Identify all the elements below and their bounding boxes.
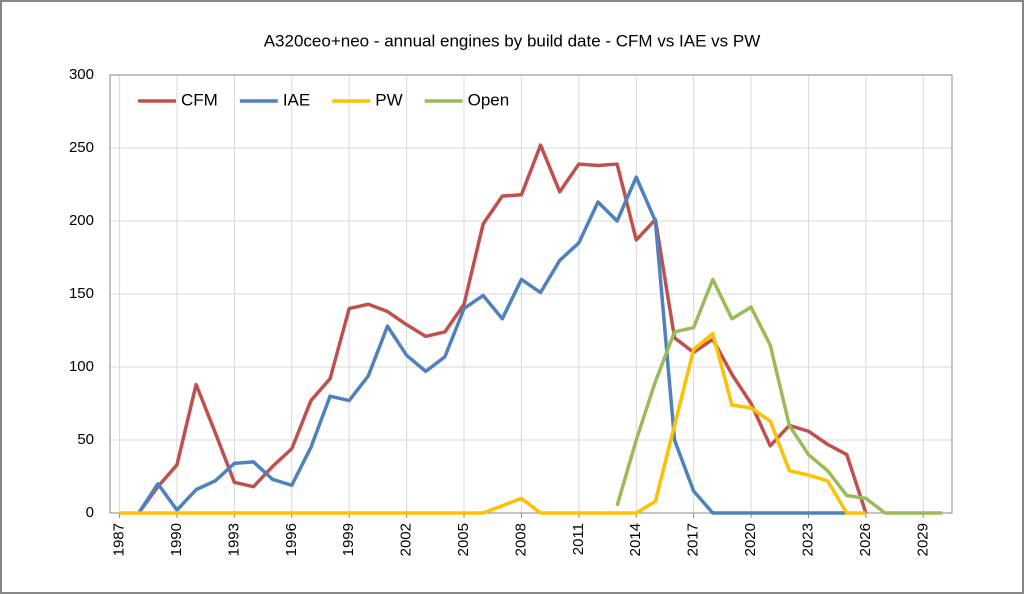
x-tick-label: 2014: [627, 523, 644, 556]
x-tick-label: 1993: [225, 523, 242, 556]
x-tick-label: 2011: [570, 523, 587, 555]
legend-label: PW: [375, 90, 402, 109]
chart-title: A320ceo+neo - annual engines by build da…: [264, 31, 761, 50]
y-tick-label: 300: [69, 66, 94, 83]
x-tick-label: 1999: [340, 523, 357, 556]
legend-label: Open: [468, 90, 510, 109]
x-tick-label: 1987: [111, 523, 128, 556]
legend-label: IAE: [283, 90, 310, 109]
legend-label: CFM: [181, 90, 218, 109]
series-line: [137, 143, 868, 515]
y-tick-label: 250: [69, 139, 94, 156]
series-line: [137, 175, 847, 515]
x-tick-label: 1996: [283, 523, 300, 556]
y-tick-label: 50: [77, 431, 94, 448]
x-tick-label: 2029: [914, 523, 931, 556]
x-tick-label: 2020: [742, 523, 759, 556]
x-tick-label: 2008: [512, 523, 529, 556]
series-line: [119, 331, 866, 515]
x-tick-label: 2002: [398, 523, 415, 556]
y-tick-label: 100: [69, 358, 94, 375]
y-tick-label: 0: [86, 504, 94, 521]
series-line: [615, 277, 943, 515]
x-tick-label: 1990: [168, 523, 185, 556]
plot-area: [109, 74, 953, 514]
y-tick-label: 150: [69, 285, 94, 302]
x-tick-label: 2017: [685, 523, 702, 556]
x-tick-label: 2026: [857, 523, 874, 556]
x-tick-label: 2023: [799, 523, 816, 556]
y-tick-label: 200: [69, 212, 94, 229]
x-tick-label: 2005: [455, 523, 472, 556]
